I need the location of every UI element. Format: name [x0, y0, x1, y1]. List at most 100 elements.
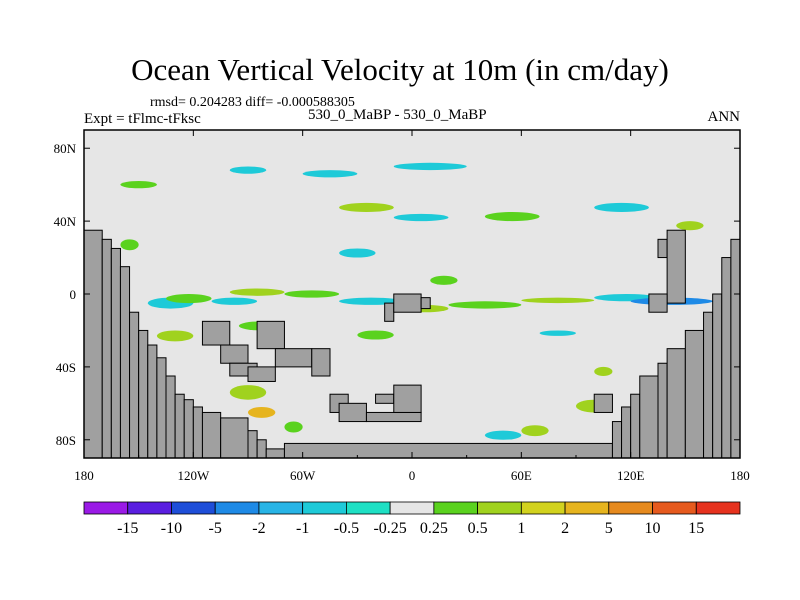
anomaly-patch — [166, 294, 212, 304]
colorbar-swatch — [652, 501, 697, 515]
anomaly-patch — [247, 406, 276, 418]
anomaly-patch — [120, 181, 157, 189]
colorbar-label: -2 — [252, 520, 265, 537]
colorbar-swatch — [520, 501, 566, 515]
anomaly-patch — [302, 170, 358, 178]
anomaly-patch — [594, 202, 649, 212]
colorbar-label: 0.5 — [468, 520, 488, 537]
land-mass — [156, 357, 167, 459]
colorbar-label: 2 — [561, 520, 569, 537]
colorbar-swatch — [127, 501, 172, 515]
anomaly-patch — [211, 297, 258, 305]
x-tick-label: 60E — [511, 468, 532, 483]
colorbar-swatch — [695, 501, 741, 515]
land-mass — [311, 348, 331, 377]
land-mass — [375, 393, 395, 404]
x-tick-label: 180 — [74, 468, 94, 483]
anomaly-patch — [229, 166, 267, 174]
land-mass — [393, 293, 422, 313]
colorbar-swatch — [608, 501, 653, 515]
anomaly-patch — [539, 330, 576, 336]
colorbar-label: 1 — [517, 520, 525, 537]
land-mass — [338, 402, 367, 423]
land-mass — [165, 375, 176, 459]
land-mass — [648, 293, 668, 313]
land-mass — [593, 393, 613, 413]
land-mass — [201, 411, 222, 459]
land-mass — [712, 293, 723, 459]
anomaly-patch — [339, 248, 376, 258]
anomaly-patch — [484, 212, 540, 222]
anomaly-patch — [284, 421, 303, 433]
land-mass — [265, 448, 285, 459]
land-mass — [147, 344, 158, 459]
land-mass — [621, 406, 632, 459]
land-mass — [283, 442, 613, 459]
land-mass — [666, 348, 686, 459]
land-mass — [129, 311, 140, 459]
anomaly-patch — [357, 330, 394, 340]
season-label: ANN — [707, 109, 741, 125]
y-tick-label: 80S — [56, 433, 76, 448]
anomaly-patch — [521, 297, 595, 304]
land-mass — [138, 329, 149, 459]
anomaly-patch — [676, 221, 704, 231]
land-mass — [220, 417, 249, 459]
land-mass — [384, 302, 395, 322]
x-tick-label: 0 — [409, 468, 416, 483]
land-mass — [703, 311, 714, 459]
anomaly-patch — [339, 202, 394, 212]
colorbar-swatch — [171, 501, 216, 515]
land-mass — [393, 384, 422, 413]
land-mass — [247, 430, 258, 459]
x-tick-label: 60W — [290, 468, 316, 483]
colorbar: -15 -10 -5 -2 -1 -0.5 -0.25 0.25 0.5 1 2 5 10 15 — [83, 501, 741, 537]
land-mass — [639, 375, 659, 459]
land-mass — [247, 366, 276, 382]
land-mass — [611, 421, 623, 459]
land-mass — [119, 266, 131, 459]
anomaly-patch — [430, 275, 458, 285]
land-mass — [730, 238, 741, 459]
colorbar-label: -0.25 — [373, 520, 406, 537]
y-tick-label: 40S — [56, 360, 76, 375]
colorbar-swatch — [258, 501, 304, 515]
anomaly-patch — [393, 213, 449, 222]
x-tick-label: 180 — [730, 468, 750, 483]
stats-line: rmsd= 0.204283 diff= -0.000588305 — [150, 95, 355, 110]
map-axes: 180 120W 60W 0 60E 120E 180 80N 40N 0 40S 80S — [54, 129, 750, 483]
center-label: 530_0_MaBP - 530_0_MaBP — [308, 107, 487, 123]
land-mass — [174, 393, 185, 459]
anomaly-patch — [521, 425, 549, 437]
x-tick-label: 120W — [177, 468, 210, 483]
land-mass — [274, 348, 313, 368]
x-tick-label: 120E — [617, 468, 645, 483]
land-mass — [657, 362, 668, 459]
anomaly-patch — [120, 239, 139, 251]
colorbar-swatch — [214, 501, 260, 515]
colorbar-swatch — [389, 501, 435, 515]
y-tick-label: 40N — [54, 214, 77, 229]
colorbar-swatch — [302, 501, 347, 515]
land-mass — [420, 297, 431, 310]
land-mass — [101, 238, 112, 459]
land-mass — [220, 344, 249, 364]
land-mass — [721, 257, 732, 459]
colorbar-label: -0.5 — [334, 520, 359, 537]
land-mass — [256, 320, 285, 350]
land-mass — [666, 229, 686, 304]
colorbar-swatch — [345, 501, 391, 515]
colorbar-label: 15 — [688, 520, 704, 537]
colorbar-swatch — [83, 501, 129, 515]
land-mass — [365, 411, 422, 423]
anomaly-patch — [229, 288, 285, 296]
y-tick-label: 80N — [54, 141, 77, 156]
expt-label: Expt = tFlmc-tFksc — [84, 111, 201, 127]
land-mass — [83, 229, 103, 459]
map-plot-area — [83, 130, 741, 459]
anomaly-patch — [393, 162, 467, 171]
colorbar-label: 5 — [605, 520, 613, 537]
anomaly-patch — [594, 366, 613, 377]
colorbar-label: -10 — [161, 520, 182, 537]
